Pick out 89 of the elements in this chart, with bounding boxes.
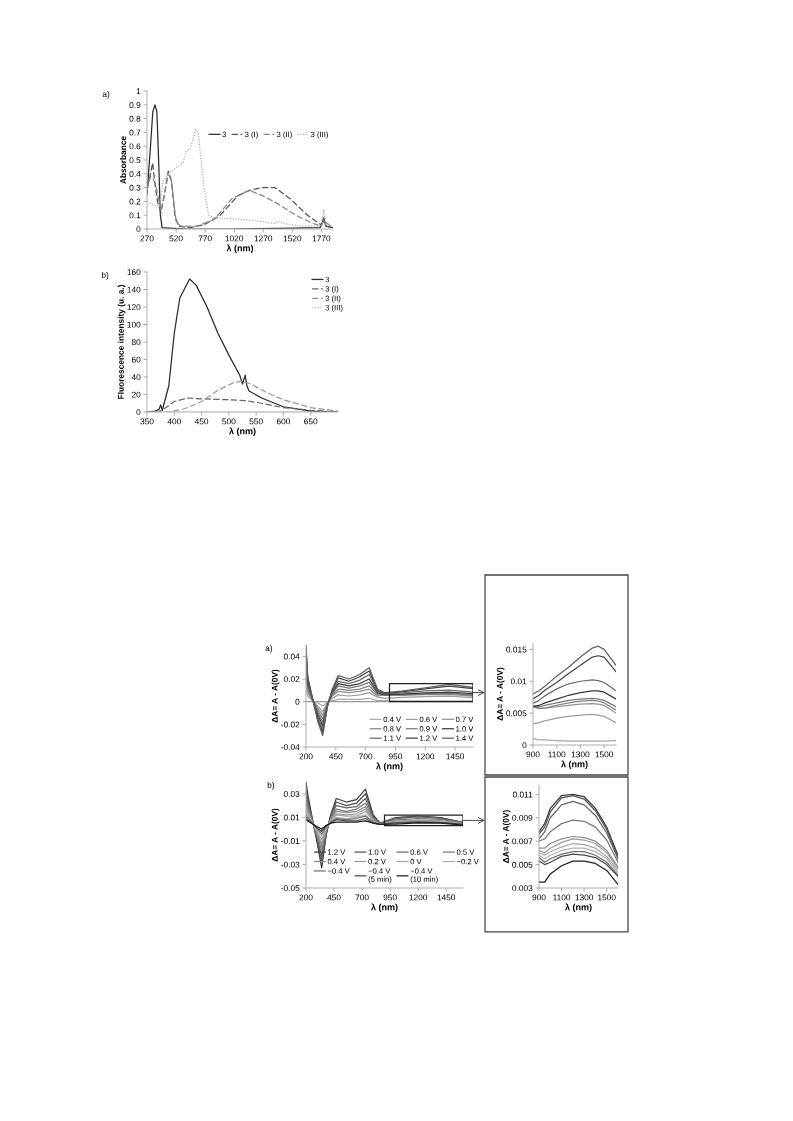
x-tick-label: 1020 [225, 235, 244, 242]
y-tick-label: 0.005 [506, 710, 527, 717]
x-axis-title: λ (nm) [229, 427, 256, 437]
y-tick-label: 20 [131, 391, 141, 398]
text: b) [101, 272, 109, 280]
x-tick-label: 450 [194, 418, 209, 425]
y-tick-label: -0.04 [281, 744, 300, 751]
x-axis-title: λ (nm) [371, 903, 398, 913]
x-tick-label: 900 [526, 751, 540, 758]
text: a) [265, 645, 273, 653]
x-axis-title: λ (nm) [376, 762, 403, 772]
text: a) [102, 91, 110, 99]
x-axis-title: λ (nm) [561, 760, 588, 770]
y-tick-label: 120 [127, 304, 141, 311]
x-axis-title: λ (nm) [565, 903, 592, 913]
y-axis-title: ΔA= A - A(0V) [271, 669, 280, 723]
x-tick-label: 700 [359, 753, 373, 760]
y-axis-title: ΔA= A - A(0V) [502, 810, 511, 863]
y-tick-label: -0.02 [281, 721, 300, 728]
y-tick-label: 0 [136, 409, 141, 416]
x-tick-label: 950 [388, 753, 403, 760]
x-tick-label: 1770 [312, 235, 331, 242]
y-tick-label: 0.5 [129, 157, 141, 164]
y-tick-label: -0.01 [281, 838, 300, 844]
y-tick-label: 0.7 [129, 129, 141, 136]
y-tick-label: 0.04 [283, 653, 300, 660]
y-tick-label: 0.011 [512, 791, 533, 798]
text: b) [267, 782, 275, 790]
x-tick-label: 600 [276, 418, 291, 425]
x-tick-label: 1300 [575, 894, 594, 901]
x-tick-label: 1500 [595, 751, 614, 758]
y-tick-label: -0.05 [281, 885, 300, 892]
x-tick-label: 900 [532, 894, 546, 901]
y-tick-label: 0.01 [510, 678, 527, 685]
x-tick-label: 650 [304, 418, 318, 425]
y-tick-label: 0.003 [512, 885, 533, 892]
y-tick-label: 0.009 [512, 814, 533, 821]
y-tick-label: 0.6 [129, 143, 141, 150]
y-tick-label: 0 [295, 698, 300, 705]
y-tick-label: 0.1 [129, 212, 141, 219]
y-tick-label: 60 [131, 356, 141, 363]
y-axis-title: Fluorescence intensity (u. a.) [117, 284, 126, 399]
y-tick-label: 100 [127, 321, 141, 328]
x-tick-label: 1450 [446, 753, 465, 760]
x-tick-label: 1520 [283, 235, 302, 242]
y-axis-title: Absorbance [120, 136, 127, 184]
x-tick-label: 200 [299, 753, 313, 760]
y-tick-label: 0.3 [129, 184, 141, 191]
y-tick-label: 140 [127, 286, 141, 293]
x-tick-label: 450 [329, 753, 343, 760]
y-tick-label: 1 [136, 88, 141, 95]
y-tick-label: 0.02 [283, 676, 300, 683]
x-tick-label: 550 [249, 418, 263, 425]
x-tick-label: 1200 [416, 753, 435, 760]
y-tick-label: 80 [131, 339, 141, 346]
y-tick-label: 0.8 [129, 115, 141, 122]
x-axis-title: λ (nm) [226, 244, 254, 254]
y-tick-label: 0.9 [129, 102, 141, 108]
y-tick-label: 0.015 [506, 646, 527, 653]
x-tick-label: 1500 [598, 894, 616, 901]
x-tick-label: 500 [222, 418, 236, 425]
y-tick-label: -0.03 [281, 861, 300, 868]
x-tick-label: 400 [167, 418, 181, 425]
x-tick-label: 350 [140, 418, 154, 425]
y-tick-label: 0.2 [129, 198, 141, 205]
y-tick-label: 0.007 [512, 838, 533, 845]
y-axis-title: ΔA= A - A(0V) [496, 667, 505, 721]
x-tick-label: 200 [299, 894, 313, 901]
y-tick-label: 0.005 [512, 861, 533, 868]
x-tick-label: 450 [327, 894, 341, 901]
x-tick-label: 1450 [437, 894, 456, 901]
y-tick-label: 40 [131, 374, 141, 381]
y-axis-title: ΔA= A - A(0V) [271, 808, 280, 862]
x-tick-label: 1300 [571, 751, 590, 758]
x-tick-label: 950 [383, 894, 397, 901]
y-tick-label: 0.03 [283, 790, 300, 797]
x-tick-label: 700 [355, 894, 369, 901]
x-tick-label: 1200 [409, 894, 428, 901]
x-tick-label: 1100 [548, 751, 566, 758]
x-tick-label: 1270 [254, 235, 273, 242]
x-tick-label: 1100 [553, 894, 571, 901]
y-tick-label: 160 [127, 269, 141, 276]
y-tick-label: 0 [136, 226, 141, 233]
x-tick-label: 520 [169, 235, 183, 242]
y-tick-label: 0.01 [283, 814, 300, 821]
y-tick-label: 0.4 [129, 171, 141, 177]
y-tick-label: 0 [522, 742, 527, 749]
x-tick-label: 270 [140, 235, 154, 242]
x-tick-label: 770 [198, 235, 212, 242]
